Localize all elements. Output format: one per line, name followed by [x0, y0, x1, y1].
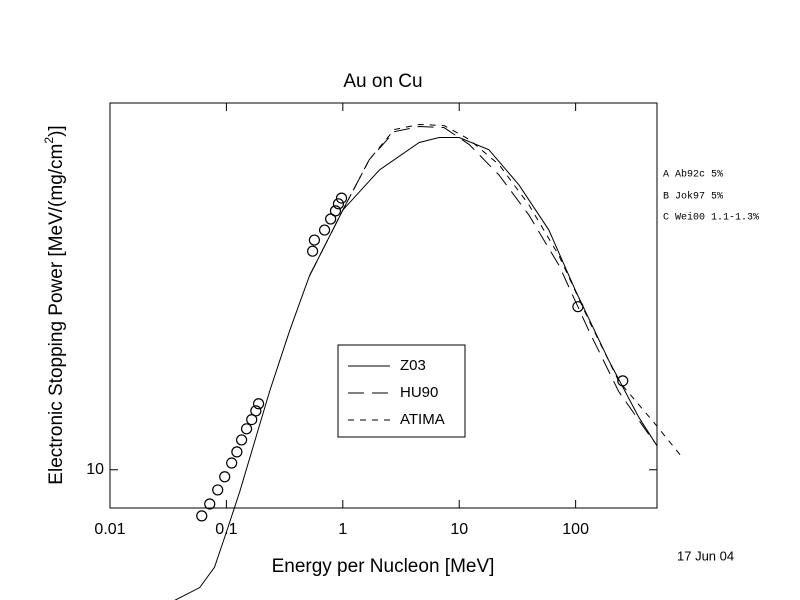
y-axis-label: Electronic Stopping Power [MeV/(mg/cm2)]	[42, 125, 67, 484]
annotation: C Wei00 1.1-1.3%	[663, 212, 759, 224]
data-point	[335, 192, 348, 204]
data-point	[332, 198, 345, 210]
annotation: B Jok97 5%	[663, 191, 723, 203]
line-series	[309, 126, 655, 442]
data-point	[204, 498, 216, 510]
line-series	[174, 137, 658, 600]
data-point	[231, 446, 243, 458]
plot-frame	[109, 102, 658, 509]
data-point	[617, 375, 629, 387]
legend-label: ATIMA	[400, 411, 445, 428]
chart-title: Au on Cu	[343, 71, 422, 92]
x-tick-label: 0.1	[215, 521, 237, 538]
x-tick-label: 1	[338, 521, 347, 538]
date-label: 17 Jun 04	[677, 548, 734, 563]
data-point	[572, 301, 584, 313]
legend-label: Z03	[400, 357, 426, 374]
data-point	[212, 484, 224, 496]
data-point	[329, 205, 342, 217]
x-tick-label: 10	[450, 521, 468, 538]
y-tick-label: 10	[86, 461, 104, 478]
data-point	[325, 213, 337, 225]
y-axis-label-part: 2	[42, 137, 56, 144]
data-point	[318, 224, 331, 236]
data-point	[306, 245, 319, 257]
data-point	[235, 434, 248, 446]
legend-box	[337, 344, 466, 438]
data-point	[196, 510, 208, 522]
y-axis-label-part: Electronic Stopping Power [MeV/(mg/cm	[46, 144, 67, 485]
data-point	[226, 457, 238, 469]
y-axis-label-part: )]	[46, 125, 67, 137]
data-point	[252, 398, 265, 410]
x-axis-label: Energy per Nucleon [MeV]	[272, 556, 495, 577]
line-series	[342, 123, 682, 457]
legend-label: HU90	[400, 384, 438, 401]
data-point	[240, 423, 253, 435]
data-point	[308, 234, 320, 246]
annotation: A Ab92c 5%	[663, 169, 723, 181]
x-tick-label: 100	[562, 521, 589, 538]
x-tick-label: 0.01	[94, 521, 125, 538]
data-point	[250, 405, 262, 417]
data-point	[219, 471, 231, 483]
